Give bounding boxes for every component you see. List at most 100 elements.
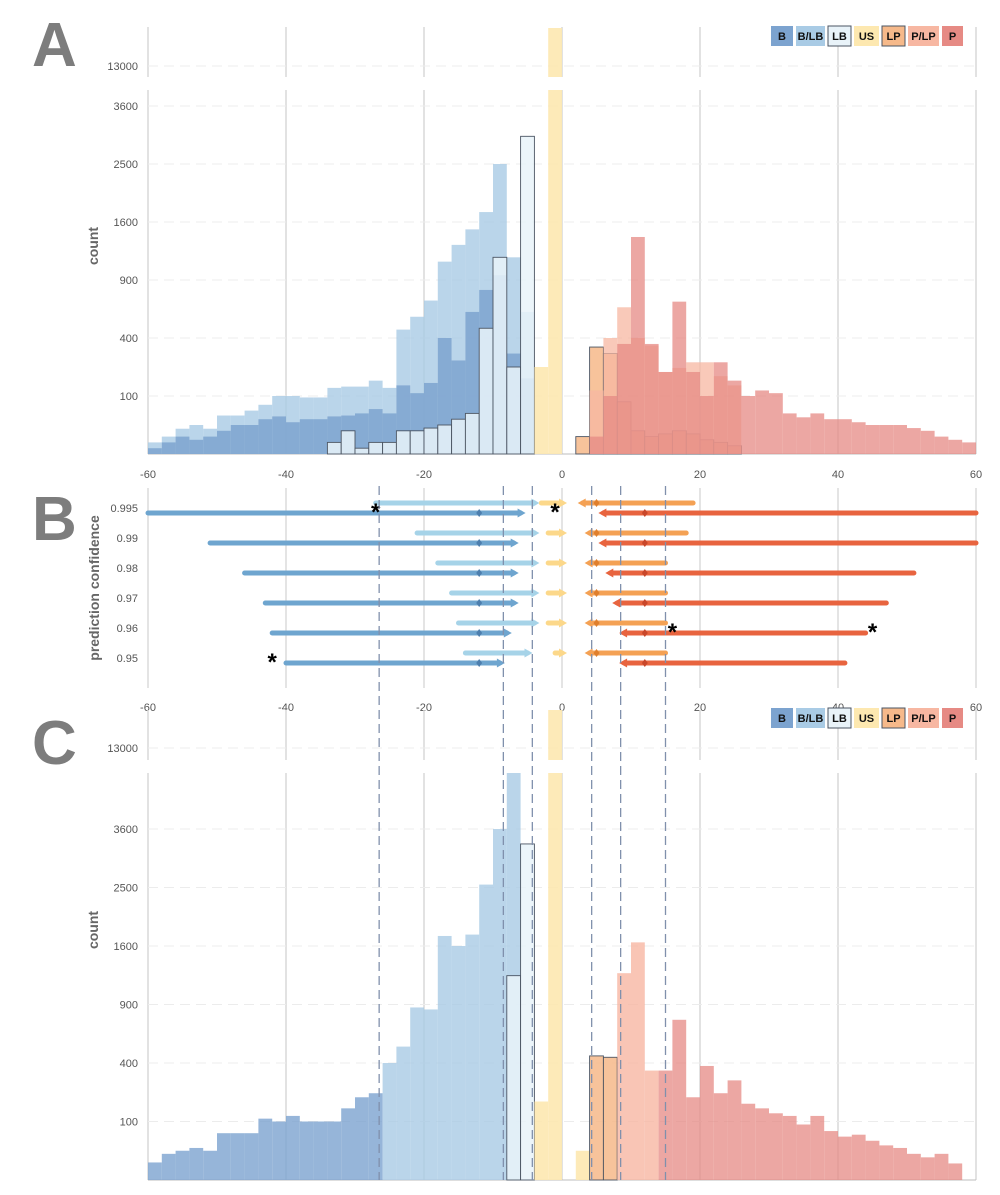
bar-lb bbox=[326, 441, 342, 455]
bar-lb bbox=[506, 366, 522, 455]
bar-p bbox=[769, 1113, 783, 1180]
bar-b bbox=[355, 413, 369, 454]
median-point bbox=[593, 529, 600, 537]
bar-p bbox=[782, 1115, 797, 1180]
bar-us bbox=[548, 710, 562, 1180]
y-tick-label: 1600 bbox=[114, 217, 138, 229]
bar-b bbox=[217, 1133, 231, 1180]
bar-b bbox=[313, 419, 328, 454]
interval-arrow bbox=[559, 618, 567, 628]
bar-us bbox=[575, 1150, 590, 1180]
legend-key bbox=[854, 26, 879, 46]
x-tick-label: 20 bbox=[694, 702, 706, 714]
bar-p bbox=[907, 1153, 921, 1180]
bar-p bbox=[713, 1093, 728, 1180]
legend-key bbox=[771, 708, 793, 728]
interval-arrow bbox=[619, 628, 628, 638]
y-tick-label: 2500 bbox=[114, 883, 138, 895]
legend-label: P bbox=[949, 713, 956, 725]
legend-key bbox=[827, 25, 852, 47]
x-tick-label: -60 bbox=[140, 702, 156, 714]
median-point bbox=[641, 509, 648, 517]
y-tick-label: 0.96 bbox=[117, 623, 138, 635]
bar-lb bbox=[368, 441, 384, 455]
bar-lb bbox=[437, 424, 453, 455]
bar-b bbox=[299, 1121, 314, 1180]
panel-label-c: C bbox=[32, 709, 77, 778]
legend-label: B bbox=[778, 31, 786, 43]
legend-key bbox=[771, 26, 793, 46]
interval-arrow bbox=[496, 658, 505, 668]
bar-p bbox=[672, 1019, 687, 1180]
legend-panel-c: B B/LB LB US LP P/LP P bbox=[771, 707, 963, 729]
legend-label: LB bbox=[832, 713, 847, 725]
y-tick-label: 0.97 bbox=[117, 593, 138, 605]
bar-p bbox=[741, 1103, 756, 1180]
bar-p bbox=[755, 390, 769, 454]
bar-b-lb bbox=[451, 946, 466, 1180]
legend-key bbox=[942, 26, 963, 46]
bar-p bbox=[907, 428, 921, 454]
y-tick-label: 13000 bbox=[107, 743, 138, 755]
legend-key bbox=[881, 25, 906, 47]
legend-label: US bbox=[859, 31, 874, 43]
interval-arrow bbox=[612, 598, 621, 608]
median-point bbox=[641, 629, 648, 637]
y-tick-label: 2500 bbox=[114, 159, 138, 171]
median-point bbox=[641, 599, 648, 607]
legend-label: LB bbox=[832, 31, 847, 43]
median-point bbox=[476, 569, 483, 577]
bar-p bbox=[617, 343, 631, 454]
bar-p bbox=[741, 396, 756, 454]
interval-arrow bbox=[598, 538, 607, 548]
bar-p bbox=[824, 419, 838, 454]
bar-lb bbox=[409, 430, 425, 455]
bar-p bbox=[838, 1136, 852, 1180]
median-point bbox=[641, 539, 648, 547]
bar-p bbox=[727, 1080, 742, 1180]
median-point bbox=[593, 589, 600, 597]
bar-lb bbox=[354, 447, 370, 455]
panel-b-confidence-intervals: -60-40-2002040600.9950.990.980.970.960.9… bbox=[110, 488, 982, 714]
median-point bbox=[593, 619, 600, 627]
bar-b bbox=[272, 416, 286, 454]
x-tick-label: 40 bbox=[832, 469, 844, 481]
bar-b bbox=[327, 1121, 342, 1180]
bar-p-lp bbox=[631, 942, 645, 1180]
median-point bbox=[476, 539, 483, 547]
interval-arrow bbox=[559, 498, 567, 508]
panel-c-histogram: 100 400 900 1600 2500 3600 13000 bbox=[107, 710, 977, 1181]
bar-lb bbox=[506, 975, 522, 1181]
bar-lb bbox=[520, 135, 535, 455]
bar-p bbox=[893, 425, 907, 454]
interval-arrow bbox=[559, 588, 567, 598]
bar-p-lp bbox=[617, 973, 631, 1180]
y-tick-label: 100 bbox=[120, 1117, 138, 1129]
interval-arrow bbox=[510, 598, 519, 608]
y-tick-label: 0.95 bbox=[117, 653, 138, 665]
interval-arrow bbox=[559, 528, 567, 538]
median-point bbox=[593, 559, 600, 567]
bar-b-lb bbox=[493, 829, 507, 1180]
panel-label-a: A bbox=[32, 11, 77, 80]
legend-label: B/LB bbox=[798, 713, 824, 725]
bar-b-lb bbox=[382, 1063, 397, 1180]
legend-key bbox=[908, 26, 939, 46]
bar-b bbox=[189, 1147, 204, 1180]
median-point bbox=[641, 569, 648, 577]
interval-arrow bbox=[531, 588, 540, 598]
axis-break bbox=[148, 760, 976, 773]
legend-label: P/LP bbox=[911, 713, 935, 725]
bar-lp bbox=[575, 436, 591, 455]
bar-b bbox=[244, 1133, 259, 1180]
bar-b-lb bbox=[479, 884, 493, 1180]
bar-b bbox=[368, 1093, 383, 1180]
legend-key bbox=[796, 26, 825, 46]
median-point bbox=[641, 659, 648, 667]
y-tick-label: 1600 bbox=[114, 941, 138, 953]
axis-break bbox=[148, 77, 976, 90]
bar-p bbox=[672, 301, 687, 454]
bar-b bbox=[244, 425, 259, 454]
panel-a-histogram: 100 400 900 1600 2500 3600 13000 -60 -40 -20 0 20 40… bbox=[107, 27, 982, 481]
bar-p bbox=[713, 362, 728, 454]
